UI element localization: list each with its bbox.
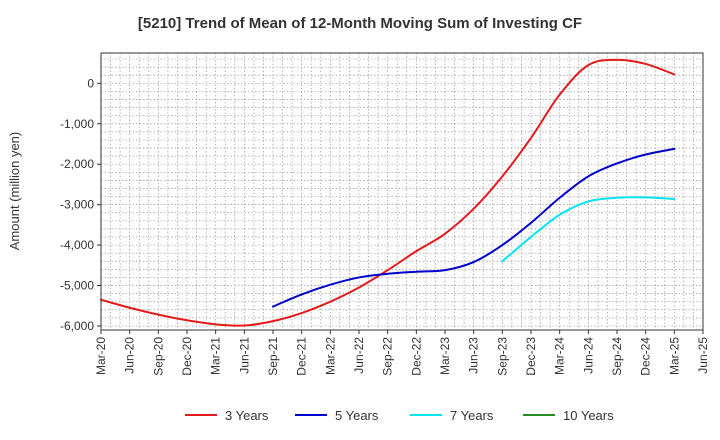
x-axis: Mar-20 Jun-20 Sep-20 Dec-20 Mar-21 Jun-21 Sep-… <box>94 330 710 376</box>
chart-title: [5210] Trend of Mean of 12-Month Moving … <box>138 15 582 32</box>
legend: 3 Years 5 Years 7 Years 10 Years <box>185 408 614 423</box>
x-tick-label: Mar-20 <box>94 337 108 375</box>
y-axis-label: Amount (million yen) <box>7 132 22 251</box>
legend-label-3-years: 3 Years <box>225 408 269 423</box>
x-tick-label: Sep-24 <box>610 337 624 376</box>
series-lines <box>100 58 676 327</box>
x-tick-label: Jun-25 <box>696 337 710 374</box>
x-tick-label: Mar-23 <box>438 337 452 375</box>
x-tick-label: Dec-24 <box>639 337 653 376</box>
y-axis: 0 -1,000 -2,000 -3,000 -4,000 -5,000 -6,000 <box>60 76 101 333</box>
x-tick-label: Mar-25 <box>667 337 681 375</box>
y-tick-label: 0 <box>87 76 94 90</box>
y-tick-label: -1,000 <box>60 117 94 131</box>
grid <box>100 53 704 330</box>
y-tick-label: -6,000 <box>60 319 94 333</box>
x-tick-label: Sep-20 <box>151 337 165 376</box>
x-tick-label: Mar-24 <box>553 337 567 375</box>
x-tick-label: Jun-20 <box>123 337 137 374</box>
plot-area <box>101 53 703 330</box>
y-tick-label: -2,000 <box>60 157 94 171</box>
x-tick-label: Jun-21 <box>237 337 251 374</box>
series-line-5-years <box>272 147 676 308</box>
x-tick-label: Mar-21 <box>209 337 223 375</box>
x-tick-label: Dec-20 <box>180 337 194 376</box>
series-line-3-years <box>100 58 676 327</box>
x-tick-label: Sep-22 <box>381 337 395 376</box>
x-tick-label: Sep-21 <box>266 337 280 376</box>
x-tick-label: Sep-23 <box>495 337 509 376</box>
y-tick-label: -5,000 <box>60 279 94 293</box>
x-tick-label: Dec-22 <box>409 337 423 376</box>
x-tick-label: Jun-24 <box>581 337 595 374</box>
x-tick-label: Jun-22 <box>352 337 366 374</box>
x-tick-label: Mar-22 <box>323 337 337 375</box>
plot-background <box>101 53 703 330</box>
plot-border <box>100 52 704 331</box>
legend-label-7-years: 7 Years <box>450 408 494 423</box>
x-tick-label: Dec-21 <box>295 337 309 376</box>
legend-label-10-years: 10 Years <box>563 408 614 423</box>
x-tick-label: Jun-23 <box>467 337 481 374</box>
plot-frame <box>100 52 704 331</box>
y-tick-label: -3,000 <box>60 198 94 212</box>
legend-label-5-years: 5 Years <box>335 408 379 423</box>
series-line-7-years <box>501 196 676 263</box>
y-tick-label: -4,000 <box>60 238 94 252</box>
x-tick-label: Dec-23 <box>524 337 538 376</box>
